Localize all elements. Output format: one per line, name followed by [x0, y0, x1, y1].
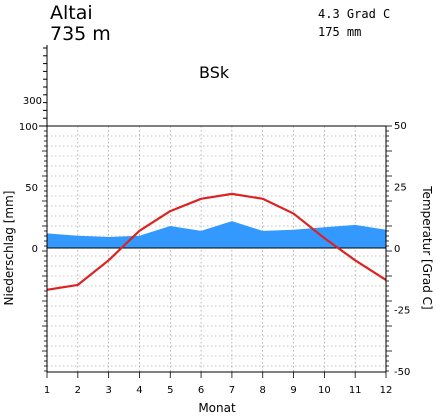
annual-precipitation: 175 mm: [318, 25, 361, 39]
precip-tick-label: 100: [19, 122, 38, 133]
x-axis-label: Monat: [198, 401, 236, 415]
x-tick-label: 9: [290, 385, 296, 396]
precip-tick-label: 0: [32, 244, 38, 255]
temp-tick-label: -50: [394, 367, 410, 378]
x-tick-label: 7: [229, 385, 235, 396]
temperature-line: [46, 192, 387, 291]
right-axis-label: Temperatur [Grad C]: [420, 185, 434, 309]
x-tick-label: 1: [44, 385, 50, 396]
x-tick-label: 6: [198, 385, 204, 396]
temp-tick-label: -25: [394, 306, 410, 317]
temp-tick-label: 50: [394, 121, 407, 132]
station-name: Altai: [50, 2, 93, 24]
temp-tick-label: 0: [394, 244, 400, 255]
x-tick-label: 10: [318, 385, 331, 396]
x-tick-label: 3: [105, 385, 111, 396]
precip-tick-label: 300: [23, 96, 42, 107]
left-axis-label: Niederschlag [mm]: [2, 191, 16, 306]
station-elevation: 735 m: [50, 23, 111, 45]
axes: [39, 45, 392, 378]
precipitation-series: [46, 221, 387, 248]
x-tick-label: 11: [349, 385, 362, 396]
precipitation-area: [47, 221, 386, 248]
x-tick-label: 5: [167, 385, 173, 396]
x-tick-label: 8: [260, 385, 266, 396]
x-tick-label: 2: [75, 385, 81, 396]
x-tick-label: 12: [380, 385, 393, 396]
temp-tick-label: 25: [394, 183, 407, 194]
grid-lines: [47, 126, 386, 372]
climate-class: BSk: [199, 63, 230, 82]
x-tick-label: 4: [136, 385, 142, 396]
mean-temperature: 4.3 Grad C: [318, 7, 390, 21]
precip-tick-label: 50: [25, 183, 38, 194]
